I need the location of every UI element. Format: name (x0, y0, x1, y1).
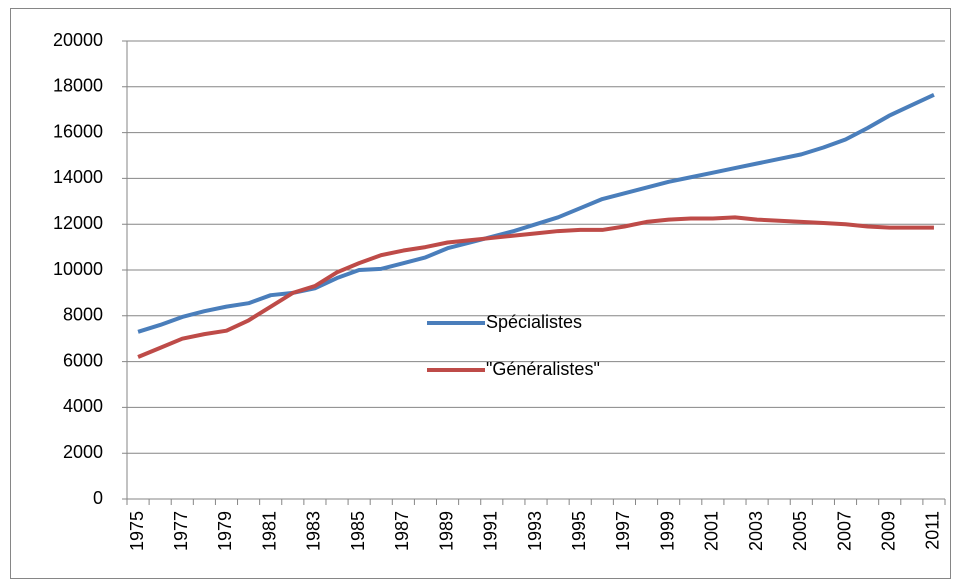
y-tick-label: 2000 (63, 442, 103, 462)
y-tick-label: 12000 (53, 213, 103, 233)
x-tick-label: 1989 (436, 511, 456, 551)
x-tick-label: 1991 (481, 511, 501, 551)
x-tick-label: 1977 (171, 511, 191, 551)
x-tick-label: 2001 (702, 511, 722, 551)
x-tick-label: 1993 (525, 511, 545, 551)
series-line (137, 215, 934, 359)
y-tick-label: 4000 (63, 396, 103, 416)
series-line (137, 93, 935, 334)
y-tick-label: 14000 (53, 167, 103, 187)
x-tick-label: 2005 (790, 511, 810, 551)
x-tick-label: 1981 (259, 511, 279, 551)
y-tick-label: 16000 (53, 121, 103, 141)
x-tick-label: 1987 (392, 511, 412, 551)
chart-border (10, 8, 951, 579)
y-tick-label: 18000 (53, 76, 103, 96)
legend-label: Spécialistes (486, 312, 582, 332)
x-tick-label: 1979 (215, 511, 235, 551)
legend-label: "Généralistes" (486, 359, 600, 379)
x-tick-label: 2007 (834, 511, 854, 551)
x-tick-label: 1975 (127, 511, 147, 551)
y-tick-label: 8000 (63, 305, 103, 325)
x-tick-label: 1985 (348, 511, 368, 551)
y-tick-label: 0 (93, 488, 103, 508)
y-tick-label: 6000 (63, 350, 103, 370)
x-tick-label: 1997 (613, 511, 633, 551)
x-tick-label: 2003 (746, 511, 766, 551)
x-tick-label: 1983 (304, 511, 324, 551)
y-tick-label: 10000 (53, 259, 103, 279)
x-tick-label: 2009 (878, 511, 898, 551)
x-tick-label: 1995 (569, 511, 589, 551)
y-tick-label: 20000 (53, 30, 103, 50)
x-tick-label: 2011 (923, 511, 943, 550)
x-tick-label: 1999 (657, 511, 677, 551)
